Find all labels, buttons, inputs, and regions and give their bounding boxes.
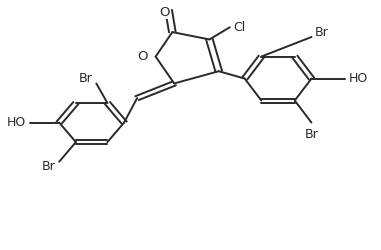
Text: Br: Br (42, 160, 56, 173)
Text: Br: Br (304, 128, 318, 141)
Text: Br: Br (315, 26, 329, 38)
Text: HO: HO (349, 72, 368, 85)
Text: O: O (138, 50, 148, 63)
Text: Br: Br (79, 72, 93, 85)
Text: Cl: Cl (234, 21, 246, 34)
Text: HO: HO (6, 116, 26, 129)
Text: O: O (160, 6, 170, 19)
